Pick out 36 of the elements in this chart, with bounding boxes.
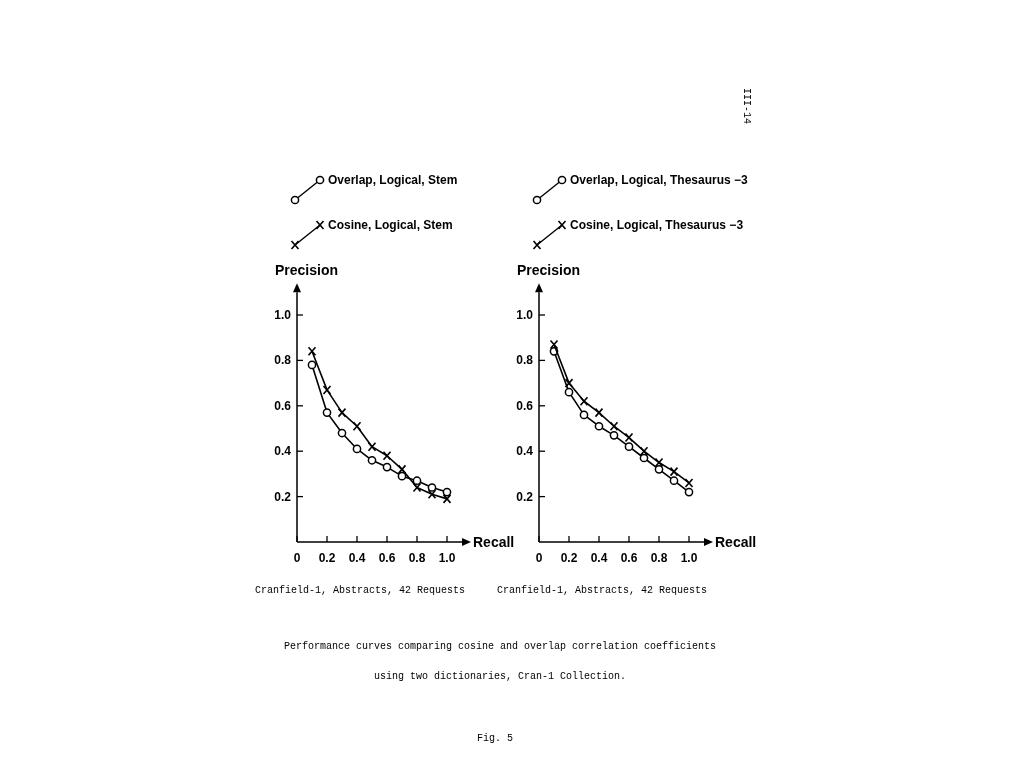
- x-tick-label: 1.0: [680, 551, 698, 565]
- x-tick-label: 0.6: [620, 551, 638, 565]
- y-tick-label: 0.6: [274, 398, 292, 413]
- y-tick-label: 0.6: [516, 398, 534, 413]
- x-axis-title: Recall: [715, 534, 757, 550]
- x-tick-label: 0.2: [560, 551, 578, 565]
- y-tick-label: 0.4: [274, 444, 292, 459]
- x-tick-label: 0.4: [590, 551, 608, 565]
- x-tick-label: 0: [535, 551, 543, 565]
- y-tick-label: 0.2: [274, 489, 292, 504]
- y-tick-label: 0.8: [516, 353, 534, 368]
- y-tick-label: 0.2: [516, 489, 534, 504]
- text: Cranfield-1, Abstracts, 42 Requests: [496, 585, 708, 596]
- x-tick-label: 0: [293, 551, 301, 565]
- text: using two dictionaries, Cran-1 Collection.: [373, 671, 627, 682]
- caption: Fig. 5: [476, 733, 514, 744]
- x-tick-label: 0.4: [348, 551, 366, 565]
- x-axis-title: Recall: [473, 534, 515, 550]
- y-axis-title: Precision: [275, 262, 339, 279]
- y-tick-label: 1.0: [274, 308, 292, 322]
- y-tick-label: 0.8: [274, 353, 292, 368]
- text: III-14: [741, 88, 752, 125]
- legend-label: Overlap, Logical, Thesaurus −3: [570, 173, 749, 187]
- text: Performance curves comparing cosine and overlap correlation coefficients: [283, 641, 717, 652]
- text: Cranfield-1, Abstracts, 42 Requests: [254, 585, 466, 596]
- x-tick-label: 1.0: [438, 551, 456, 565]
- legend-label: Cosine, Logical, Thesaurus −3: [570, 218, 744, 232]
- x-tick-label: 0.6: [378, 551, 396, 565]
- x-tick-label: 0.2: [318, 551, 336, 565]
- x-tick-label: 0.8: [650, 551, 668, 565]
- legend-label: Overlap, Logical, Stem: [328, 173, 458, 187]
- x-tick-label: 0.8: [408, 551, 426, 565]
- legend-label: Cosine, Logical, Stem: [328, 218, 453, 232]
- y-tick-label: 0.4: [516, 444, 534, 459]
- y-axis-title: Precision: [517, 262, 581, 279]
- y-tick-label: 1.0: [516, 308, 534, 322]
